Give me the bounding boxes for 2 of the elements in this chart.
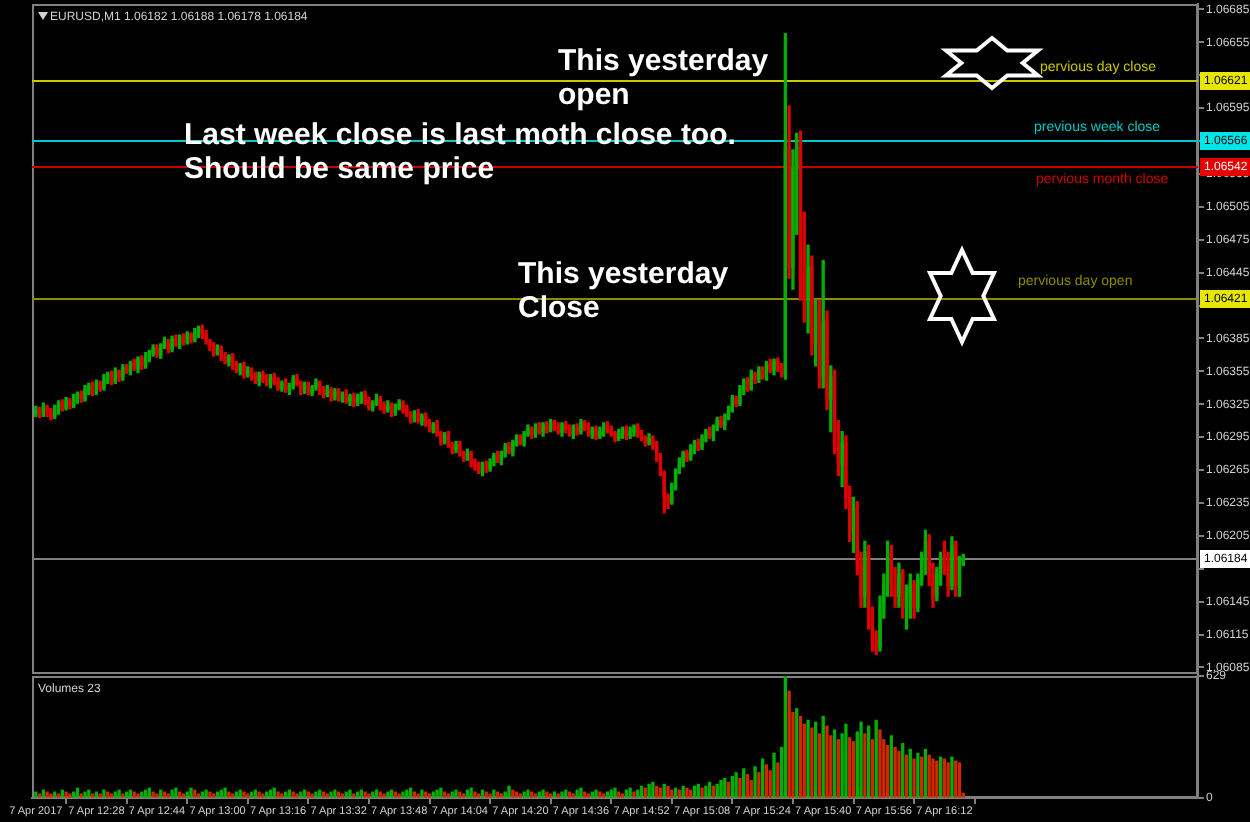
annotation: This yesterday open [558, 43, 770, 112]
annotation: This yesterday Close [518, 256, 730, 325]
